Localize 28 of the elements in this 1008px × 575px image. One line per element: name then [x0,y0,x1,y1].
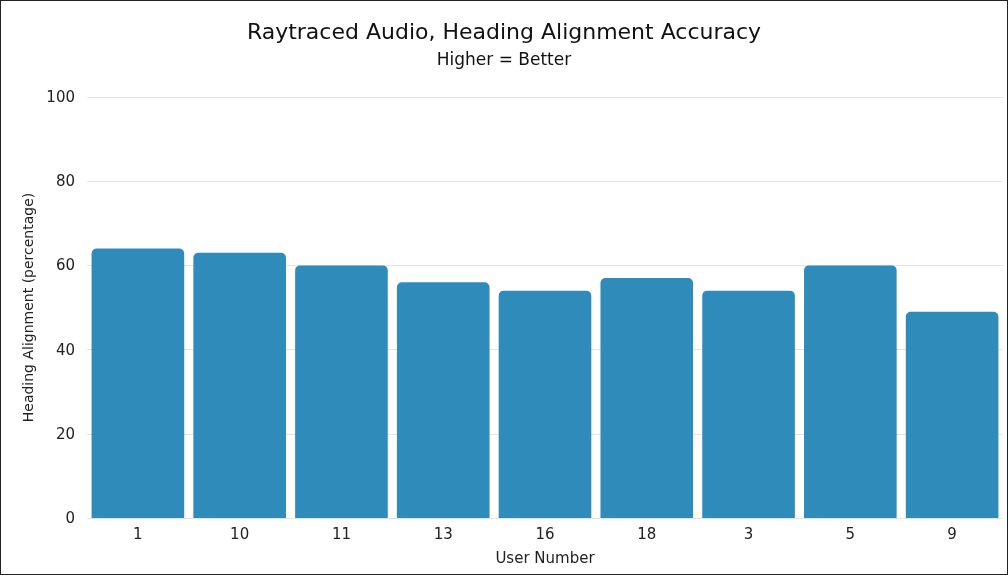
chart-title: Raytraced Audio, Heading Alignment Accuracy [246,18,762,44]
bar [193,252,286,518]
x-tick-label: 11 [331,524,351,543]
x-tick-label: 3 [743,524,754,543]
y-tick-label: 60 [55,256,75,275]
bar [498,290,592,518]
bar [396,282,490,518]
x-tick-label: 16 [535,524,555,543]
y-tick-label: 80 [55,172,75,191]
bar [295,265,388,518]
x-tick-label: 1 [133,524,143,543]
x-axis-title: User Number [495,548,596,567]
bar [600,278,694,518]
x-tick-label: 5 [845,524,856,543]
x-tick-label: 13 [433,524,453,543]
x-tick-label: 9 [947,524,957,543]
y-tick-label: 40 [55,340,75,359]
chart-subtitle: Higher = Better [436,48,572,69]
x-tick-label: 18 [637,524,657,543]
y-tick-label: 0 [65,509,75,527]
bar [905,311,999,518]
x-tick-label: 10 [230,524,250,543]
y-axis-title: Heading Alignment (percentage) [20,192,36,423]
bar [804,265,897,518]
bar [702,290,795,518]
y-tick-label: 20 [55,424,75,443]
y-tick-label: 100 [46,88,75,106]
bar [91,248,185,518]
